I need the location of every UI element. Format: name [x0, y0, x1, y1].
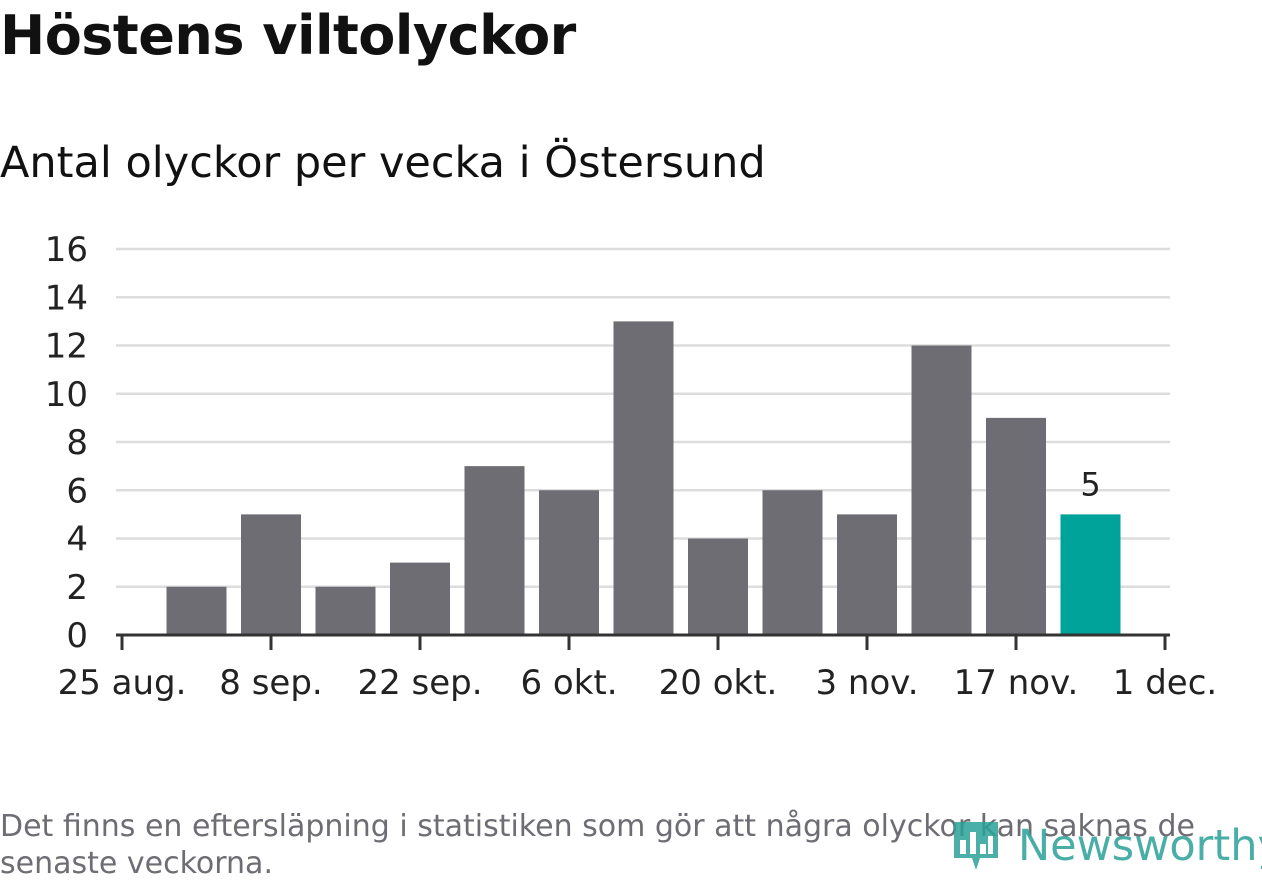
- bar-data-label: 5: [1080, 465, 1100, 503]
- bar: [390, 562, 450, 635]
- x-tick-label: 8 sep.: [219, 663, 322, 703]
- x-tick-label: 20 okt.: [659, 663, 778, 703]
- y-tick-label: 16: [45, 230, 88, 270]
- brand-logo: Newsworthy: [950, 818, 1262, 874]
- bar: [166, 586, 227, 635]
- x-tick-label: 1 dec.: [1113, 663, 1217, 703]
- bar: [539, 490, 599, 635]
- y-tick-label: 6: [66, 471, 88, 511]
- bar: [241, 514, 301, 635]
- x-tick-label: 3 nov.: [815, 663, 918, 703]
- bar: [688, 538, 748, 635]
- chart-subtitle: Antal olyckor per vecka i Östersund: [0, 138, 766, 188]
- chart-title: Höstens viltolyckor: [0, 4, 576, 67]
- y-tick-label: 12: [45, 327, 88, 367]
- bar-chart-logo-icon: [954, 822, 998, 870]
- brand-name: Newsworthy: [1018, 821, 1262, 871]
- bar: [837, 514, 897, 635]
- bar: [315, 586, 376, 635]
- x-tick-label: 6 okt.: [520, 663, 617, 703]
- bar-chart: 0 2 4 6 8 10 12 14 16 5 25 aug. 8 sep. 22 sep. 6 okt.…: [45, 230, 1217, 703]
- x-tick-label: 22 sep.: [357, 663, 482, 703]
- bar: [762, 490, 823, 635]
- bar-highlighted: [1060, 514, 1121, 635]
- x-tick-label: 17 nov.: [954, 663, 1079, 703]
- bar: [613, 321, 674, 635]
- y-tick-label: 8: [66, 423, 88, 463]
- y-tick-label: 2: [66, 568, 88, 608]
- x-tick-label: 25 aug.: [58, 663, 187, 703]
- y-tick-label: 4: [66, 520, 88, 560]
- bar: [464, 466, 525, 635]
- bar: [911, 345, 972, 635]
- bar: [986, 417, 1046, 635]
- y-tick-label: 10: [45, 375, 88, 415]
- y-tick-label: 14: [45, 278, 88, 318]
- y-tick-label: 0: [66, 616, 88, 656]
